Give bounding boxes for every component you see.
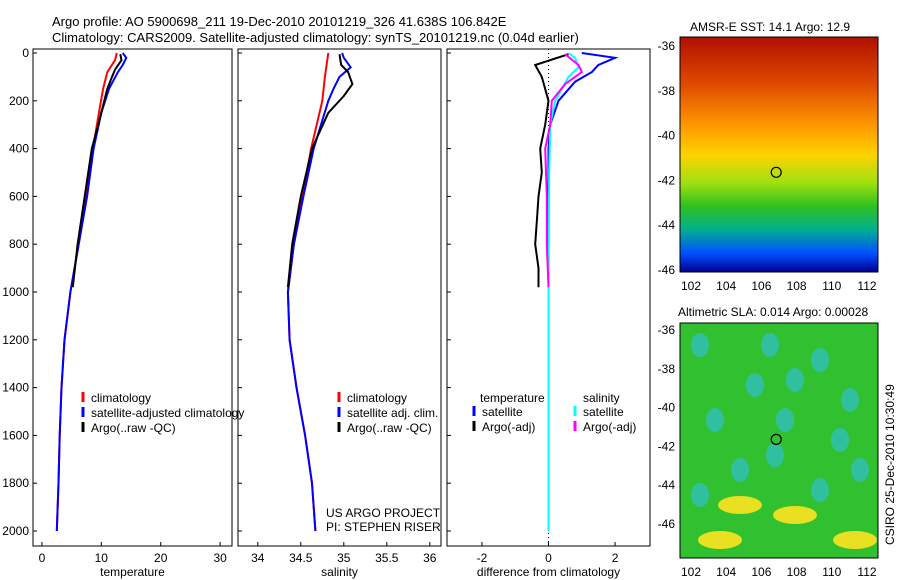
map-x-tick-label: 106 [751, 565, 771, 579]
map-y-tick-label: -36 [658, 39, 676, 53]
x-axis-label: salinity [321, 565, 358, 579]
sla-low-anomaly [851, 458, 869, 482]
legend-label: Argo(..raw -QC) [91, 421, 176, 435]
map-x-tick-label: 102 [681, 565, 701, 579]
legend-label: satellite adj. clim. [347, 406, 438, 420]
map1-title: AMSR-E SST: 14.1 Argo: 12.9 [690, 20, 851, 34]
map-x-tick-label: 112 [857, 565, 876, 579]
y-tick-label: 0 [22, 46, 29, 60]
x-tick-label: 36 [423, 551, 437, 565]
sla-low-anomaly [746, 373, 764, 397]
map-y-tick-label: -38 [658, 84, 676, 98]
series-satellite-adjusted-climatology [55, 52, 128, 532]
sla-high-anomaly [698, 531, 742, 549]
series-argo-raw-qc- [286, 54, 354, 288]
sla-low-anomaly [731, 458, 749, 482]
series-temperature-argo-adj- [533, 53, 569, 288]
sla-high-anomaly [833, 531, 877, 549]
y-tick-label: 1000 [2, 285, 29, 299]
x-tick-label: -2 [477, 551, 488, 565]
map-y-tick-label: -40 [658, 401, 676, 415]
x-tick-label: 34.5 [289, 551, 313, 565]
sla-low-anomaly [776, 408, 794, 432]
legend-label: satellite [482, 405, 523, 419]
sla-low-anomaly [831, 428, 849, 452]
map-x-tick-label: 102 [681, 279, 701, 293]
annotation-line-2: PI: STEPHEN RISER [326, 520, 441, 534]
legend-label: satellite-adjusted climatology [91, 406, 244, 420]
sla-low-anomaly [766, 443, 784, 467]
sla-low-anomaly [706, 408, 724, 432]
side-label: CSIRO 25-Dec-2010 10:30:49 [883, 384, 897, 545]
map-y-tick-label: -46 [658, 517, 676, 531]
title-line-2: Climatology: CARS2009. Satellite-adjuste… [52, 30, 579, 45]
y-tick-label: 1600 [2, 428, 29, 442]
sla-low-anomaly [691, 483, 709, 507]
map-x-tick-label: 106 [751, 279, 771, 293]
x-tick-label: 10 [95, 551, 109, 565]
sla-low-anomaly [761, 333, 779, 357]
y-tick-label: 1200 [2, 333, 29, 347]
title-line-1: Argo profile: AO 5900698_211 19-Dec-2010… [52, 14, 507, 29]
argo-location-marker [770, 433, 782, 445]
y-tick-label: 1800 [2, 476, 29, 490]
map-x-tick-label: 104 [716, 565, 736, 579]
legend-header-temperature: temperature [480, 391, 545, 405]
sla-low-anomaly [811, 348, 829, 372]
argo-location-marker [770, 166, 782, 178]
map-x-tick-label: 104 [716, 279, 736, 293]
plot-frame-0 [32, 48, 233, 547]
legend-label: satellite [583, 405, 624, 419]
series-salinity-argo-adj- [544, 53, 584, 288]
annotation-line-1: US ARGO PROJECT [326, 506, 441, 520]
sla-low-anomaly [811, 478, 829, 502]
map-y-tick-label: -38 [658, 362, 676, 376]
map-x-tick-label: 108 [787, 565, 807, 579]
sla-high-anomaly [773, 506, 817, 524]
map-y-tick-label: -42 [658, 439, 676, 453]
sst-map [680, 37, 878, 272]
legend-label: Argo(-adj) [482, 420, 535, 434]
x-tick-label: 0 [545, 551, 552, 565]
x-tick-label: 20 [154, 551, 168, 565]
y-tick-label: 400 [9, 142, 29, 156]
y-tick-label: 1400 [2, 381, 29, 395]
map-y-tick-label: -40 [658, 129, 676, 143]
map-y-tick-label: -46 [658, 263, 676, 277]
map-y-tick-label: -42 [658, 173, 676, 187]
x-tick-label: 30 [213, 551, 227, 565]
map-y-tick-label: -44 [658, 478, 676, 492]
sla-low-anomaly [786, 368, 804, 392]
map-x-tick-label: 112 [857, 279, 876, 293]
map2-title: Altimetric SLA: 0.014 Argo: 0.00028 [678, 305, 869, 319]
x-tick-label: 0 [39, 551, 46, 565]
y-tick-label: 800 [9, 237, 29, 251]
map-x-tick-label: 108 [787, 279, 807, 293]
y-tick-label: 2000 [2, 524, 29, 538]
legend-label: Argo(..raw -QC) [347, 421, 432, 435]
x-tick-label: 35 [337, 551, 351, 565]
legend-label: Argo(-adj) [583, 420, 636, 434]
x-tick-label: 2 [612, 551, 619, 565]
legend-label: climatology [91, 391, 151, 405]
y-tick-label: 600 [9, 189, 29, 203]
legend-label: climatology [347, 391, 407, 405]
map-y-tick-label: -36 [658, 323, 676, 337]
series-argo-raw-qc- [71, 54, 123, 288]
sla-high-anomaly [718, 496, 762, 514]
legend-header-salinity: salinity [583, 391, 620, 405]
series-salinity-satellite [547, 52, 580, 531]
map-y-tick-label: -44 [658, 218, 676, 232]
x-axis-label: temperature [100, 565, 165, 579]
x-tick-label: 35.5 [375, 551, 399, 565]
sla-low-anomaly [691, 333, 709, 357]
map-x-tick-label: 110 [822, 279, 841, 293]
plot-frame-1 [237, 48, 442, 547]
sla-low-anomaly [841, 388, 859, 412]
y-tick-label: 200 [9, 94, 29, 108]
map-x-tick-label: 110 [822, 565, 841, 579]
x-axis-label: difference from climatology [477, 565, 620, 579]
x-tick-label: 34 [251, 551, 265, 565]
